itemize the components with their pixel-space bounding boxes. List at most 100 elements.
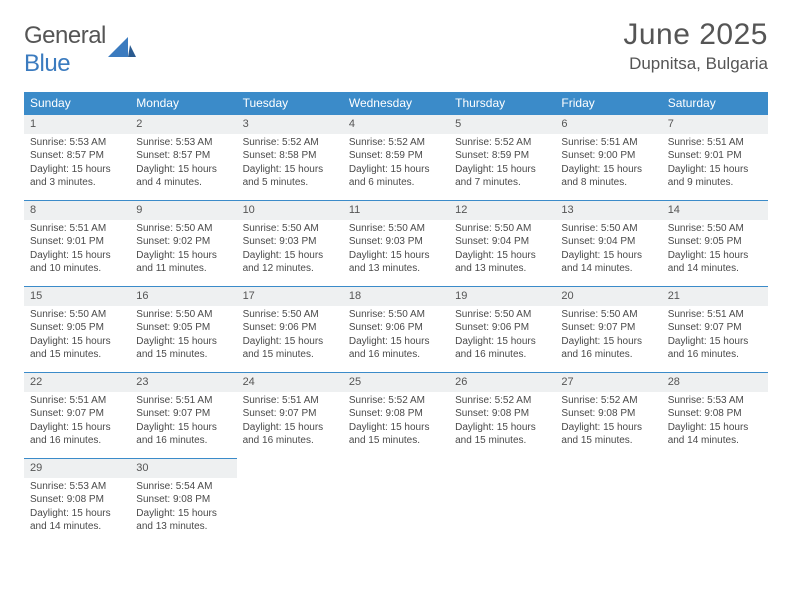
day-number: 20	[555, 286, 661, 306]
calendar-cell: 14Sunrise: 5:50 AMSunset: 9:05 PMDayligh…	[662, 200, 768, 286]
sunset-line: Sunset: 9:04 PM	[561, 235, 655, 249]
day-number: 4	[343, 114, 449, 134]
calendar-cell: 19Sunrise: 5:50 AMSunset: 9:06 PMDayligh…	[449, 286, 555, 372]
sunset-line: Sunset: 9:08 PM	[561, 407, 655, 421]
calendar-cell: 13Sunrise: 5:50 AMSunset: 9:04 PMDayligh…	[555, 200, 661, 286]
sunset-line: Sunset: 9:08 PM	[349, 407, 443, 421]
logo: General Blue	[24, 22, 136, 78]
calendar-cell: 10Sunrise: 5:50 AMSunset: 9:03 PMDayligh…	[237, 200, 343, 286]
calendar-cell	[555, 458, 661, 544]
day-body: Sunrise: 5:50 AMSunset: 9:05 PMDaylight:…	[662, 220, 768, 282]
day-number: 3	[237, 114, 343, 134]
sunrise-line: Sunrise: 5:51 AM	[561, 136, 655, 150]
calendar-cell: 20Sunrise: 5:50 AMSunset: 9:07 PMDayligh…	[555, 286, 661, 372]
sunrise-line: Sunrise: 5:50 AM	[561, 308, 655, 322]
sunset-line: Sunset: 9:07 PM	[561, 321, 655, 335]
day-body: Sunrise: 5:50 AMSunset: 9:07 PMDaylight:…	[555, 306, 661, 368]
daylight-line: Daylight: 15 hours and 15 minutes.	[136, 335, 230, 362]
day-body: Sunrise: 5:50 AMSunset: 9:05 PMDaylight:…	[130, 306, 236, 368]
day-number: 11	[343, 200, 449, 220]
calendar-table: SundayMondayTuesdayWednesdayThursdayFrid…	[24, 92, 768, 544]
daylight-line: Daylight: 15 hours and 5 minutes.	[243, 163, 337, 190]
sunset-line: Sunset: 9:03 PM	[349, 235, 443, 249]
daylight-line: Daylight: 15 hours and 16 minutes.	[349, 335, 443, 362]
sunrise-line: Sunrise: 5:50 AM	[349, 308, 443, 322]
day-number: 7	[662, 114, 768, 134]
header: General Blue June 2025 Dupnitsa, Bulgari…	[24, 18, 768, 78]
calendar-cell: 27Sunrise: 5:52 AMSunset: 9:08 PMDayligh…	[555, 372, 661, 458]
daylight-line: Daylight: 15 hours and 14 minutes.	[668, 421, 762, 448]
sunset-line: Sunset: 9:06 PM	[243, 321, 337, 335]
day-number: 8	[24, 200, 130, 220]
sunset-line: Sunset: 9:08 PM	[668, 407, 762, 421]
daylight-line: Daylight: 15 hours and 7 minutes.	[455, 163, 549, 190]
sunrise-line: Sunrise: 5:50 AM	[243, 308, 337, 322]
sunrise-line: Sunrise: 5:54 AM	[136, 480, 230, 494]
sunrise-line: Sunrise: 5:52 AM	[455, 394, 549, 408]
day-body: Sunrise: 5:52 AMSunset: 9:08 PMDaylight:…	[343, 392, 449, 454]
day-number: 27	[555, 372, 661, 392]
calendar-th: Sunday	[24, 92, 130, 114]
calendar-cell: 23Sunrise: 5:51 AMSunset: 9:07 PMDayligh…	[130, 372, 236, 458]
logo-text: General Blue	[24, 22, 106, 78]
sunrise-line: Sunrise: 5:51 AM	[243, 394, 337, 408]
day-number: 6	[555, 114, 661, 134]
daylight-line: Daylight: 15 hours and 14 minutes.	[30, 507, 124, 534]
day-body: Sunrise: 5:52 AMSunset: 8:58 PMDaylight:…	[237, 134, 343, 196]
calendar-cell: 22Sunrise: 5:51 AMSunset: 9:07 PMDayligh…	[24, 372, 130, 458]
calendar-cell: 3Sunrise: 5:52 AMSunset: 8:58 PMDaylight…	[237, 114, 343, 200]
day-number: 16	[130, 286, 236, 306]
calendar-cell: 18Sunrise: 5:50 AMSunset: 9:06 PMDayligh…	[343, 286, 449, 372]
day-number: 29	[24, 458, 130, 478]
day-body: Sunrise: 5:50 AMSunset: 9:03 PMDaylight:…	[237, 220, 343, 282]
day-body: Sunrise: 5:53 AMSunset: 9:08 PMDaylight:…	[662, 392, 768, 454]
daylight-line: Daylight: 15 hours and 16 minutes.	[30, 421, 124, 448]
calendar-cell: 29Sunrise: 5:53 AMSunset: 9:08 PMDayligh…	[24, 458, 130, 544]
day-number: 17	[237, 286, 343, 306]
calendar-cell: 8Sunrise: 5:51 AMSunset: 9:01 PMDaylight…	[24, 200, 130, 286]
sunset-line: Sunset: 9:07 PM	[243, 407, 337, 421]
logo-text-general: General	[24, 22, 106, 49]
month-title: June 2025	[623, 18, 768, 52]
sunrise-line: Sunrise: 5:53 AM	[136, 136, 230, 150]
day-number: 2	[130, 114, 236, 134]
day-number: 23	[130, 372, 236, 392]
sunset-line: Sunset: 9:07 PM	[30, 407, 124, 421]
sunrise-line: Sunrise: 5:50 AM	[30, 308, 124, 322]
day-body: Sunrise: 5:52 AMSunset: 9:08 PMDaylight:…	[449, 392, 555, 454]
calendar-th: Thursday	[449, 92, 555, 114]
day-body: Sunrise: 5:50 AMSunset: 9:03 PMDaylight:…	[343, 220, 449, 282]
day-number: 30	[130, 458, 236, 478]
calendar-cell: 12Sunrise: 5:50 AMSunset: 9:04 PMDayligh…	[449, 200, 555, 286]
daylight-line: Daylight: 15 hours and 15 minutes.	[30, 335, 124, 362]
daylight-line: Daylight: 15 hours and 4 minutes.	[136, 163, 230, 190]
calendar-cell: 28Sunrise: 5:53 AMSunset: 9:08 PMDayligh…	[662, 372, 768, 458]
sunrise-line: Sunrise: 5:52 AM	[561, 394, 655, 408]
daylight-line: Daylight: 15 hours and 16 minutes.	[561, 335, 655, 362]
sunset-line: Sunset: 8:57 PM	[30, 149, 124, 163]
day-body: Sunrise: 5:50 AMSunset: 9:04 PMDaylight:…	[449, 220, 555, 282]
calendar-cell	[662, 458, 768, 544]
calendar-row: 29Sunrise: 5:53 AMSunset: 9:08 PMDayligh…	[24, 458, 768, 544]
day-body: Sunrise: 5:52 AMSunset: 9:08 PMDaylight:…	[555, 392, 661, 454]
day-body: Sunrise: 5:50 AMSunset: 9:02 PMDaylight:…	[130, 220, 236, 282]
daylight-line: Daylight: 15 hours and 16 minutes.	[455, 335, 549, 362]
day-number: 1	[24, 114, 130, 134]
sunrise-line: Sunrise: 5:50 AM	[243, 222, 337, 236]
calendar-cell	[343, 458, 449, 544]
day-body: Sunrise: 5:51 AMSunset: 9:07 PMDaylight:…	[237, 392, 343, 454]
daylight-line: Daylight: 15 hours and 16 minutes.	[668, 335, 762, 362]
daylight-line: Daylight: 15 hours and 13 minutes.	[455, 249, 549, 276]
daylight-line: Daylight: 15 hours and 9 minutes.	[668, 163, 762, 190]
sunset-line: Sunset: 9:06 PM	[349, 321, 443, 335]
sunset-line: Sunset: 8:59 PM	[349, 149, 443, 163]
sunset-line: Sunset: 9:05 PM	[668, 235, 762, 249]
sunset-line: Sunset: 9:08 PM	[30, 493, 124, 507]
daylight-line: Daylight: 15 hours and 15 minutes.	[455, 421, 549, 448]
logo-text-blue: Blue	[24, 50, 70, 77]
sunset-line: Sunset: 9:08 PM	[455, 407, 549, 421]
title-block: June 2025 Dupnitsa, Bulgaria	[623, 18, 768, 74]
daylight-line: Daylight: 15 hours and 12 minutes.	[243, 249, 337, 276]
day-number: 10	[237, 200, 343, 220]
sunset-line: Sunset: 9:08 PM	[136, 493, 230, 507]
